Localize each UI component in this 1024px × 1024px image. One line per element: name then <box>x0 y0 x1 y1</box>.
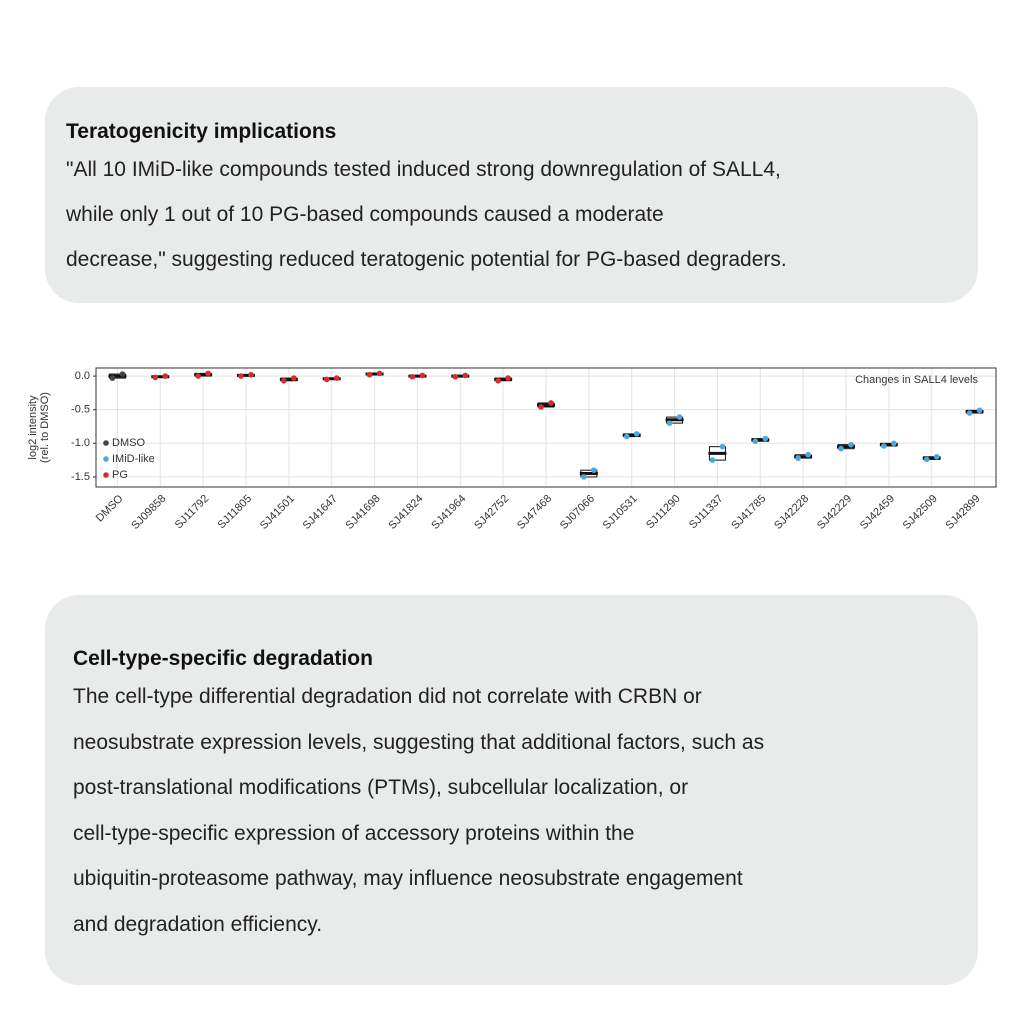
y-tick-label: -1.5 <box>71 471 90 483</box>
point <box>495 377 501 384</box>
x-tick-label: SJ41964 <box>429 493 468 532</box>
point <box>162 373 169 379</box>
y-tick-label: -0.5 <box>71 404 90 416</box>
point <box>891 440 897 447</box>
point <box>462 372 469 379</box>
point <box>838 445 844 452</box>
x-tick-label: SJ41501 <box>258 493 297 532</box>
point <box>119 371 126 377</box>
x-tick-label: SJ47468 <box>515 493 554 532</box>
legend-marker <box>103 472 109 478</box>
x-tick-label: DMSO <box>94 492 126 524</box>
point <box>805 451 811 458</box>
point <box>591 467 597 473</box>
point <box>152 374 159 381</box>
legend-label: DMSO <box>112 437 145 449</box>
point <box>376 370 383 377</box>
point <box>633 431 640 437</box>
point <box>419 372 426 379</box>
x-tick-label: SJ07066 <box>558 493 597 532</box>
card-text: neosubstrate expression levels, suggesti… <box>73 730 765 754</box>
legend-marker <box>103 456 109 462</box>
x-tick-label: SJ42459 <box>858 493 897 532</box>
legend-marker <box>103 440 109 446</box>
x-tick-label: SJ42899 <box>944 493 983 532</box>
point <box>281 377 287 384</box>
point <box>762 435 769 442</box>
legend-label: PG <box>112 469 128 481</box>
point <box>452 373 459 380</box>
point <box>366 371 373 378</box>
x-tick-label: SJ11337 <box>687 493 726 532</box>
point <box>923 456 930 463</box>
point <box>709 457 716 463</box>
x-tick-label: SJ41698 <box>344 493 383 532</box>
point <box>976 407 983 414</box>
card-text: and degradation efficiency. <box>73 912 323 936</box>
y-axis-label: (rel. to DMSO) <box>39 392 51 463</box>
point <box>795 455 801 461</box>
point <box>505 375 511 381</box>
y-tick-label: -1.0 <box>71 437 90 449</box>
point <box>623 433 630 440</box>
x-tick-label: SJ42752 <box>472 493 511 532</box>
x-tick-label: SJ11792 <box>173 493 212 532</box>
card: Teratogenicity implications "All 10 IMiD-… <box>45 87 978 303</box>
card-text: post-translational modifications (PTMs),… <box>73 776 689 799</box>
x-tick-label: SJ42228 <box>772 493 811 532</box>
point <box>548 400 554 406</box>
point <box>409 373 416 380</box>
point <box>538 404 544 410</box>
x-tick-label: SJ41647 <box>301 493 340 532</box>
card: Cell-type-specific degradation The cell-t… <box>45 595 978 985</box>
chart: 0.0 -0.5 -1.0 -1.5 log2 intensity (rel. to DM… <box>27 367 997 532</box>
point <box>752 438 759 445</box>
point <box>581 474 587 480</box>
point <box>676 414 683 420</box>
point <box>719 443 726 450</box>
x-tick-label: SJ11290 <box>644 493 683 532</box>
y-axis-label: log2 intensity <box>27 395 39 460</box>
point <box>109 375 116 381</box>
point <box>333 375 340 381</box>
point <box>205 370 211 377</box>
point <box>248 371 254 378</box>
x-tick-label: SJ41785 <box>729 493 768 532</box>
x-tick-label: SJ09858 <box>129 493 168 532</box>
x-tick-label: SJ41824 <box>386 493 425 532</box>
point <box>933 453 940 460</box>
card-title: Teratogenicity implications <box>66 120 337 143</box>
point <box>848 441 854 448</box>
card-title: Cell-type-specific degradation <box>73 647 373 670</box>
point <box>966 410 973 416</box>
x-tick-label: SJ42229 <box>815 493 854 532</box>
x-tick-label: SJ11805 <box>216 493 255 532</box>
x-tick-label: SJ42509 <box>901 493 940 532</box>
card-text: cell-type-specific expression of accesso… <box>73 821 635 845</box>
card-text: decrease," suggesting reduced teratogeni… <box>66 248 787 271</box>
card-text: while only 1 out of 10 PG-based compound… <box>66 203 664 226</box>
point <box>666 420 673 426</box>
legend-label: IMiD-like <box>112 453 155 465</box>
card-text: The cell-type differential degradation d… <box>73 685 702 708</box>
x-tick-label: SJ10531 <box>601 493 640 532</box>
plot-frame <box>95 367 997 488</box>
annotation: Changes in SALL4 levels <box>855 374 978 386</box>
point <box>195 373 201 379</box>
point <box>291 375 297 381</box>
point <box>881 443 887 449</box>
point <box>323 376 330 383</box>
y-tick-label: 0.0 <box>75 370 90 382</box>
card-text: "All 10 IMiD-like compounds tested induc… <box>66 158 781 181</box>
card-text: ubiquitin-proteasome pathway, may influe… <box>73 867 743 890</box>
point <box>238 373 244 379</box>
